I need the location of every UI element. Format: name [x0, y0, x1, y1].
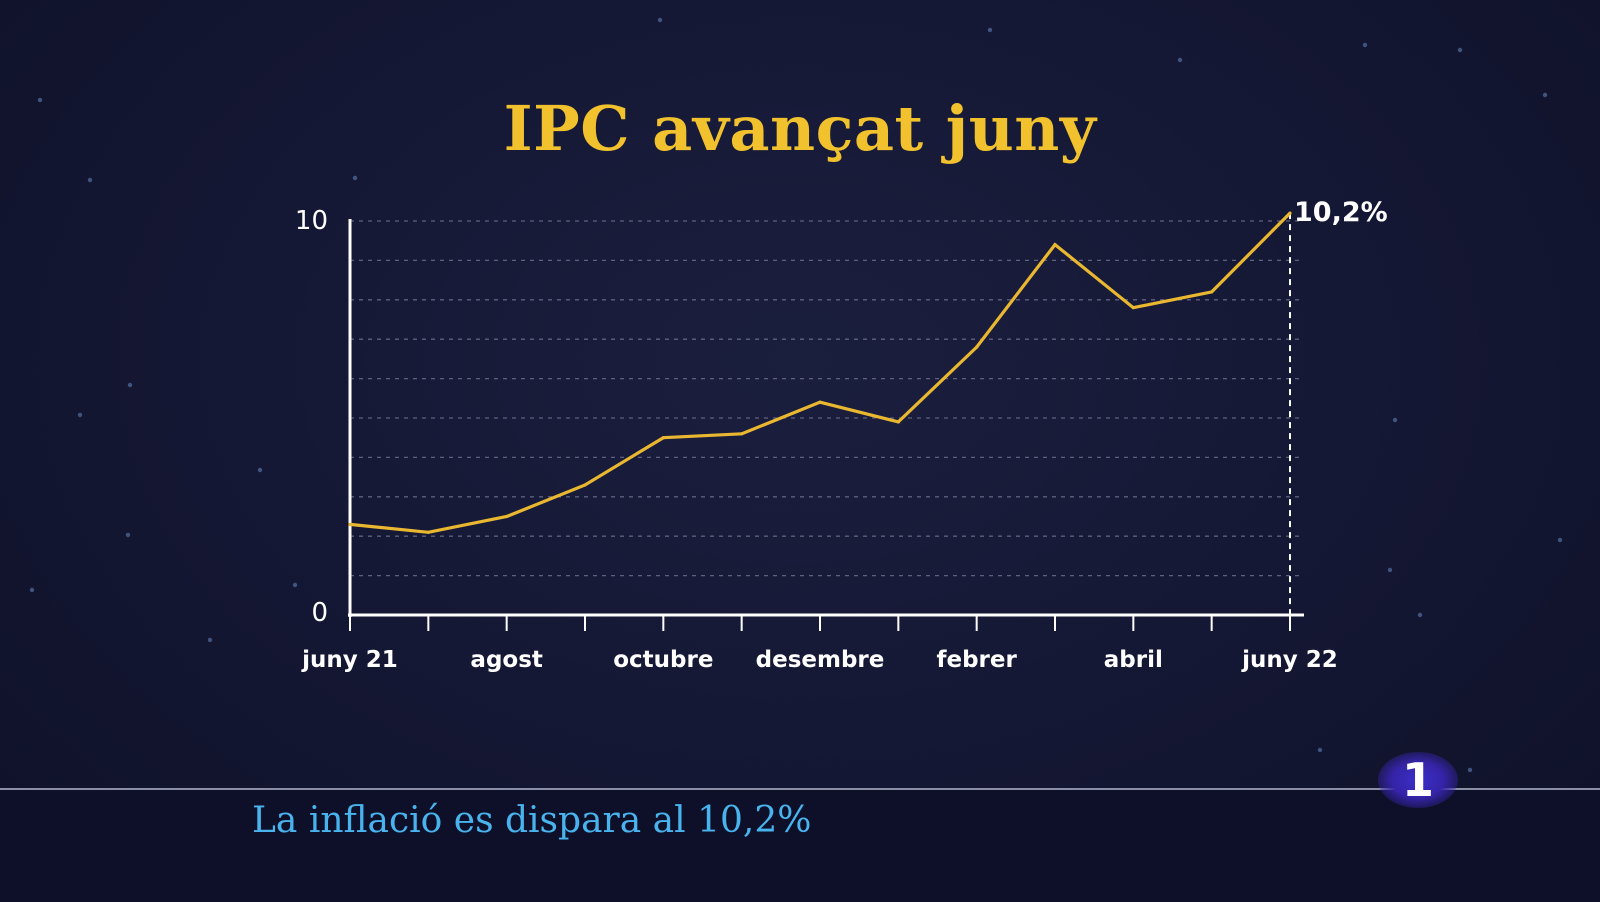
data-point	[740, 432, 744, 436]
star-dot	[1457, 47, 1463, 53]
data-point	[1053, 243, 1057, 247]
star-dot	[657, 17, 663, 23]
y-tick-label: 0	[311, 598, 328, 628]
star-dot	[127, 382, 133, 388]
star-dot	[1387, 567, 1393, 573]
star-dot	[1557, 537, 1563, 543]
data-point	[1288, 211, 1292, 215]
star-dot	[1542, 92, 1548, 98]
data-point	[975, 345, 979, 349]
x-tick-label: abril	[1104, 647, 1163, 673]
data-point	[818, 400, 822, 404]
data-point	[661, 436, 665, 440]
lower-third-bar	[0, 788, 1600, 902]
star-dot	[352, 175, 358, 181]
star-dot	[1417, 612, 1423, 618]
star-dot	[1392, 417, 1398, 423]
star-dot	[37, 97, 43, 103]
x-tick-label: febrer	[936, 647, 1017, 673]
data-point	[426, 530, 430, 534]
lower-third-caption: La inflació es dispara al 10,2%	[252, 800, 812, 841]
star-dot	[29, 587, 35, 593]
data-point	[348, 522, 352, 526]
star-dot	[125, 532, 131, 538]
value-annotation: 10,2%	[1294, 197, 1388, 228]
star-dot	[1177, 57, 1183, 63]
star-dot	[1317, 747, 1323, 753]
x-tick-label: juny 21	[301, 647, 398, 673]
x-tick-label: octubre	[613, 647, 713, 673]
star-dot	[987, 27, 993, 33]
chart-title: IPC avançat juny	[503, 92, 1097, 165]
star-dot	[1362, 42, 1368, 48]
x-tick-label: juny 22	[1241, 647, 1338, 673]
star-dot	[77, 412, 83, 418]
channel-logo: 1	[1378, 752, 1458, 808]
x-tick-label: desembre	[756, 647, 885, 673]
star-dot	[292, 582, 298, 588]
star-dot	[87, 177, 93, 183]
star-dot	[207, 637, 213, 643]
data-point	[1131, 306, 1135, 310]
x-tick-label: agost	[470, 647, 542, 673]
y-tick-label: 10	[295, 206, 328, 236]
star-dot	[257, 467, 263, 473]
data-point	[896, 420, 900, 424]
star-dot	[1467, 767, 1473, 773]
data-point	[505, 514, 509, 519]
data-point	[583, 483, 587, 487]
data-point	[1210, 290, 1214, 294]
